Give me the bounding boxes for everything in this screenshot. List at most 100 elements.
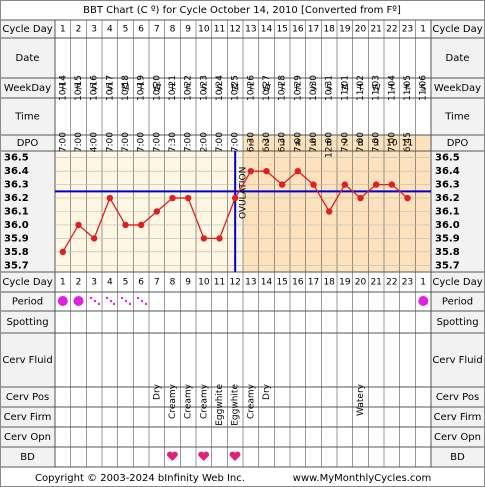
day-cell: 15: [276, 25, 287, 35]
row-label: Cycle Day: [432, 24, 482, 35]
day-cell: 14: [261, 25, 273, 35]
day-cell: 1: [420, 278, 426, 288]
rotated-cell: 12:00: [325, 132, 335, 158]
row-label: BD: [450, 452, 465, 463]
y-tick-label: 36.0: [4, 220, 29, 231]
day-cell: S: [91, 84, 97, 94]
day-cell: M: [231, 84, 239, 94]
content: 36.5 36.5 36.4 36.4 36.3 36.3 36.2 36.2 36.1 36.1…: [2, 24, 482, 463]
y-tick-label: 36.5: [4, 153, 29, 164]
temp-point: [404, 194, 411, 202]
day-cell: 18: [323, 25, 335, 35]
bd-hearts: [166, 451, 241, 461]
rotated-cell: 10/27: [262, 75, 272, 101]
row-label: Time: [444, 112, 469, 123]
day-cell: 14: [261, 278, 273, 288]
day-cell: 20: [355, 278, 367, 288]
temp-point: [263, 167, 270, 175]
day-cell: 23: [402, 278, 413, 288]
y-tick-label: 36.1: [4, 207, 29, 218]
day-cell: 4: [107, 25, 113, 35]
row-label: Cycle Day: [432, 277, 482, 288]
rotated-cell: 11/04: [387, 75, 397, 101]
row-label: Spotting: [6, 317, 48, 328]
day-cell: 3: [279, 139, 285, 149]
grid: [1, 19, 484, 468]
day-cell: T: [278, 84, 285, 94]
rotated-cell: 10/21: [168, 75, 178, 101]
y-tick-label: 35.8: [435, 247, 460, 258]
day-cell: 19: [339, 278, 351, 288]
rotated-cell: 7:00: [372, 132, 382, 152]
day-cell: 17: [308, 278, 319, 288]
day-cell: 6: [138, 25, 144, 35]
y-tick-label: 35.9: [4, 233, 29, 244]
rotated-cell: Creamy: [199, 383, 209, 419]
rotated-cell: 6:30: [278, 132, 288, 152]
y-tick-label: 36.4: [4, 166, 29, 177]
rotated-cell: 4:00: [90, 132, 100, 152]
day-cell: 6: [326, 139, 332, 149]
day-cell: 1: [420, 25, 426, 35]
rotated-cell: 10/22: [184, 75, 194, 101]
day-cell: T: [59, 84, 66, 94]
row-label: Date: [446, 53, 470, 64]
period-icons: [57, 296, 429, 306]
rotated-cell: 7:30: [168, 132, 178, 152]
rotated-cell: 7:00: [121, 132, 131, 152]
day-cell: 5: [311, 139, 317, 149]
rotated-cell: 10/30: [309, 75, 319, 101]
day-cell: 8: [170, 25, 176, 35]
day-cell: 13: [245, 25, 256, 35]
footer-copyright: Copyright © 2003-2024 bInfinity Web Inc.: [35, 473, 245, 484]
day-cell: 11: [402, 139, 413, 149]
day-cell: T: [247, 84, 254, 94]
row-label: WeekDay: [434, 83, 481, 94]
day-cell: F: [405, 84, 410, 94]
spotting-dots: [89, 296, 148, 306]
footer-site: www.MyMonthlyCycles.com: [293, 473, 431, 484]
day-cell: 2: [264, 139, 270, 149]
day-cell: 17: [308, 25, 319, 35]
day-cell: F: [186, 84, 191, 94]
day-cell: 3: [91, 25, 97, 35]
day-cell: 8: [170, 278, 176, 288]
row-label: Cerv Fluid: [432, 355, 482, 366]
day-cell: T: [137, 84, 144, 94]
temp-point: [59, 248, 67, 256]
rotated-cell: 6:45: [403, 132, 413, 152]
temp-point: [294, 167, 302, 175]
day-cell: S: [326, 84, 332, 94]
temp-point: [169, 194, 176, 202]
rotated-cell: 7:00: [184, 132, 194, 152]
day-cell: 7: [342, 139, 348, 149]
day-cell: S: [311, 84, 317, 94]
rotated-cell: 10/17: [105, 75, 115, 101]
temp-point: [137, 221, 145, 229]
day-cell: 12: [229, 25, 240, 35]
day-cell: 9: [185, 278, 191, 288]
y-tick-label: 36.2: [435, 193, 460, 204]
row-label: DPO: [447, 138, 469, 149]
temp-point: [310, 181, 317, 188]
day-cell: T: [169, 84, 176, 94]
rotated-cell: 6:30: [246, 132, 256, 152]
temp-point: [341, 181, 349, 188]
y-tick-label: 35.7: [435, 260, 460, 271]
y-tick-label: 36.3: [4, 180, 29, 191]
day-cell: 21: [370, 25, 381, 35]
rotated-cell: 10/19: [137, 75, 147, 101]
day-cell: F: [76, 84, 81, 94]
day-cell: 5: [123, 25, 129, 35]
rotated-cell: Dry: [152, 383, 162, 400]
row-label: Cerv Pos: [436, 392, 479, 403]
rotated-cell: 10/28: [278, 75, 288, 101]
day-cell: 1: [60, 278, 66, 288]
row-label: Cerv Firm: [434, 412, 482, 423]
rotated-cell: Creamy: [168, 383, 178, 419]
row-label: Time: [14, 112, 39, 123]
day-cell: 20: [355, 25, 367, 35]
row-label: DPO: [17, 138, 39, 149]
day-cell: 6: [138, 278, 144, 288]
